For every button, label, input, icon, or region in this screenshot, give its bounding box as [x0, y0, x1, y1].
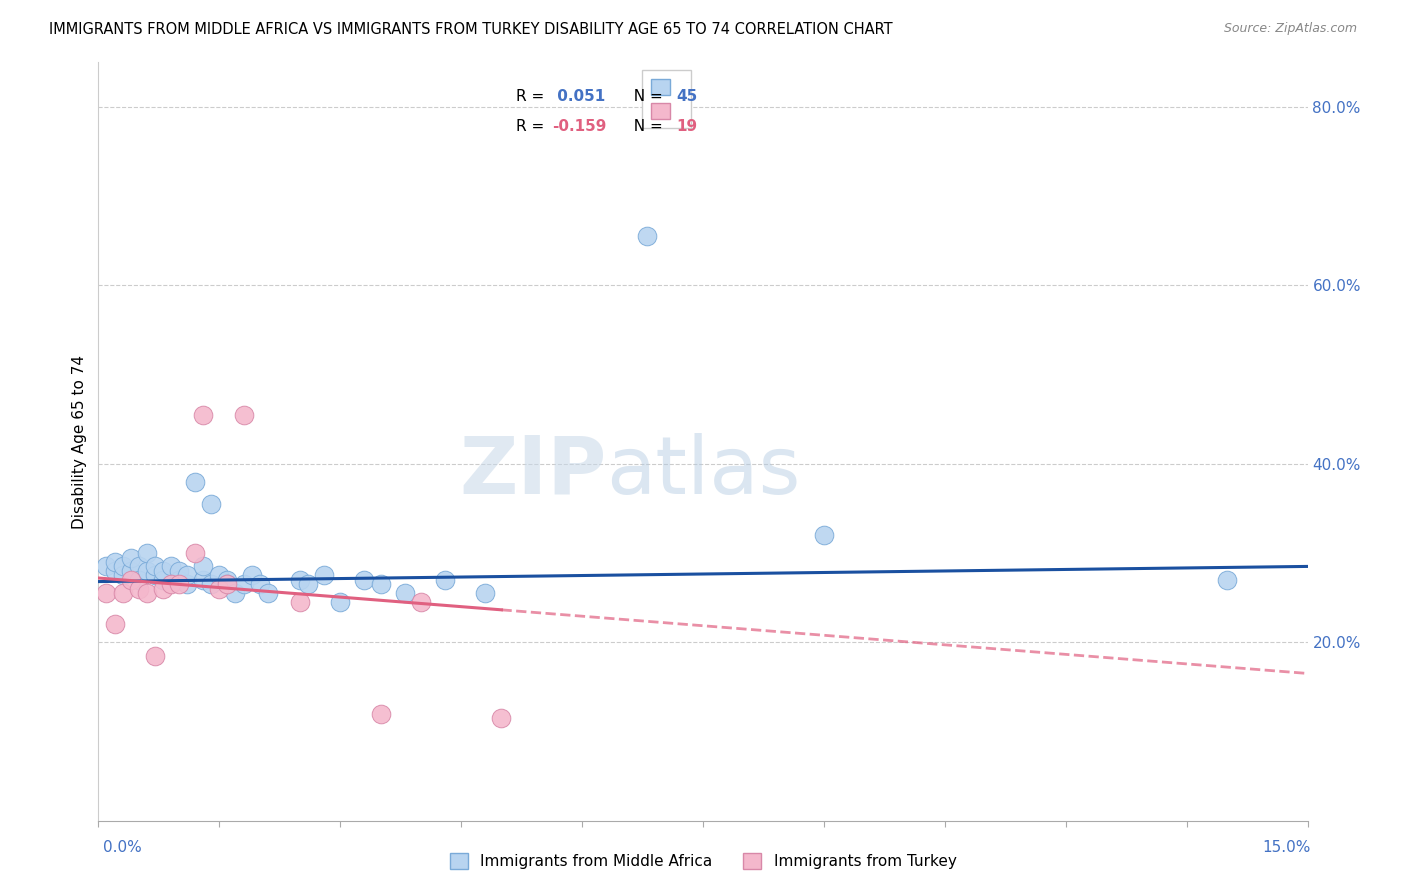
Point	[370, 706, 392, 721]
Point	[135, 564, 157, 578]
Point	[217, 573, 239, 587]
Point	[1216, 573, 1239, 587]
Point	[103, 617, 125, 632]
Point	[288, 595, 311, 609]
Point	[636, 229, 658, 244]
Point	[120, 564, 142, 578]
Point	[176, 568, 198, 582]
Legend: Immigrants from Middle Africa, Immigrants from Turkey: Immigrants from Middle Africa, Immigrant…	[443, 847, 963, 875]
Point	[111, 559, 134, 574]
Point	[143, 568, 166, 582]
Point	[128, 573, 150, 587]
Text: 19: 19	[676, 120, 697, 135]
Point	[208, 568, 231, 582]
Point	[370, 577, 392, 591]
Point	[152, 573, 174, 587]
Point	[193, 408, 215, 422]
Point	[288, 573, 311, 587]
Point	[103, 564, 125, 578]
Point	[232, 577, 254, 591]
Legend: , : ,	[643, 70, 692, 128]
Point	[240, 568, 263, 582]
Point	[160, 577, 183, 591]
Point	[193, 573, 215, 587]
Point	[474, 586, 496, 600]
Point	[111, 568, 134, 582]
Point	[120, 573, 142, 587]
Point	[176, 577, 198, 591]
Point	[103, 555, 125, 569]
Point	[167, 564, 190, 578]
Point	[297, 577, 319, 591]
Point	[96, 559, 118, 574]
Point	[394, 586, 416, 600]
Point	[491, 711, 513, 725]
Text: N =: N =	[624, 120, 668, 135]
Point	[256, 586, 278, 600]
Point	[224, 586, 246, 600]
Text: R =: R =	[516, 89, 548, 104]
Point	[184, 546, 207, 560]
Point	[135, 586, 157, 600]
Point	[409, 595, 432, 609]
Point	[111, 586, 134, 600]
Y-axis label: Disability Age 65 to 74: Disability Age 65 to 74	[72, 354, 87, 529]
Point	[314, 568, 336, 582]
Point	[200, 497, 222, 511]
Point	[217, 577, 239, 591]
Point	[167, 577, 190, 591]
Text: atlas: atlas	[606, 433, 800, 511]
Point	[96, 586, 118, 600]
Point	[128, 559, 150, 574]
Point	[200, 577, 222, 591]
Point	[232, 408, 254, 422]
Point	[329, 595, 352, 609]
Point	[193, 559, 215, 574]
Point	[434, 573, 457, 587]
Text: 0.051: 0.051	[551, 89, 605, 104]
Point	[160, 559, 183, 574]
Point	[167, 573, 190, 587]
Text: IMMIGRANTS FROM MIDDLE AFRICA VS IMMIGRANTS FROM TURKEY DISABILITY AGE 65 TO 74 : IMMIGRANTS FROM MIDDLE AFRICA VS IMMIGRA…	[49, 22, 893, 37]
Text: R =: R =	[516, 120, 548, 135]
Point	[143, 648, 166, 663]
Point	[143, 559, 166, 574]
Point	[208, 582, 231, 596]
Point	[249, 577, 271, 591]
Text: 15.0%: 15.0%	[1263, 840, 1310, 855]
Text: 0.0%: 0.0%	[103, 840, 142, 855]
Text: 45: 45	[676, 89, 697, 104]
Point	[813, 528, 835, 542]
Point	[353, 573, 375, 587]
Point	[152, 564, 174, 578]
Point	[217, 577, 239, 591]
Text: N =: N =	[624, 89, 668, 104]
Point	[135, 546, 157, 560]
Point	[128, 582, 150, 596]
Point	[184, 475, 207, 489]
Point	[152, 582, 174, 596]
Text: ZIP: ZIP	[458, 433, 606, 511]
Text: Source: ZipAtlas.com: Source: ZipAtlas.com	[1223, 22, 1357, 36]
Point	[120, 550, 142, 565]
Text: -0.159: -0.159	[551, 120, 606, 135]
